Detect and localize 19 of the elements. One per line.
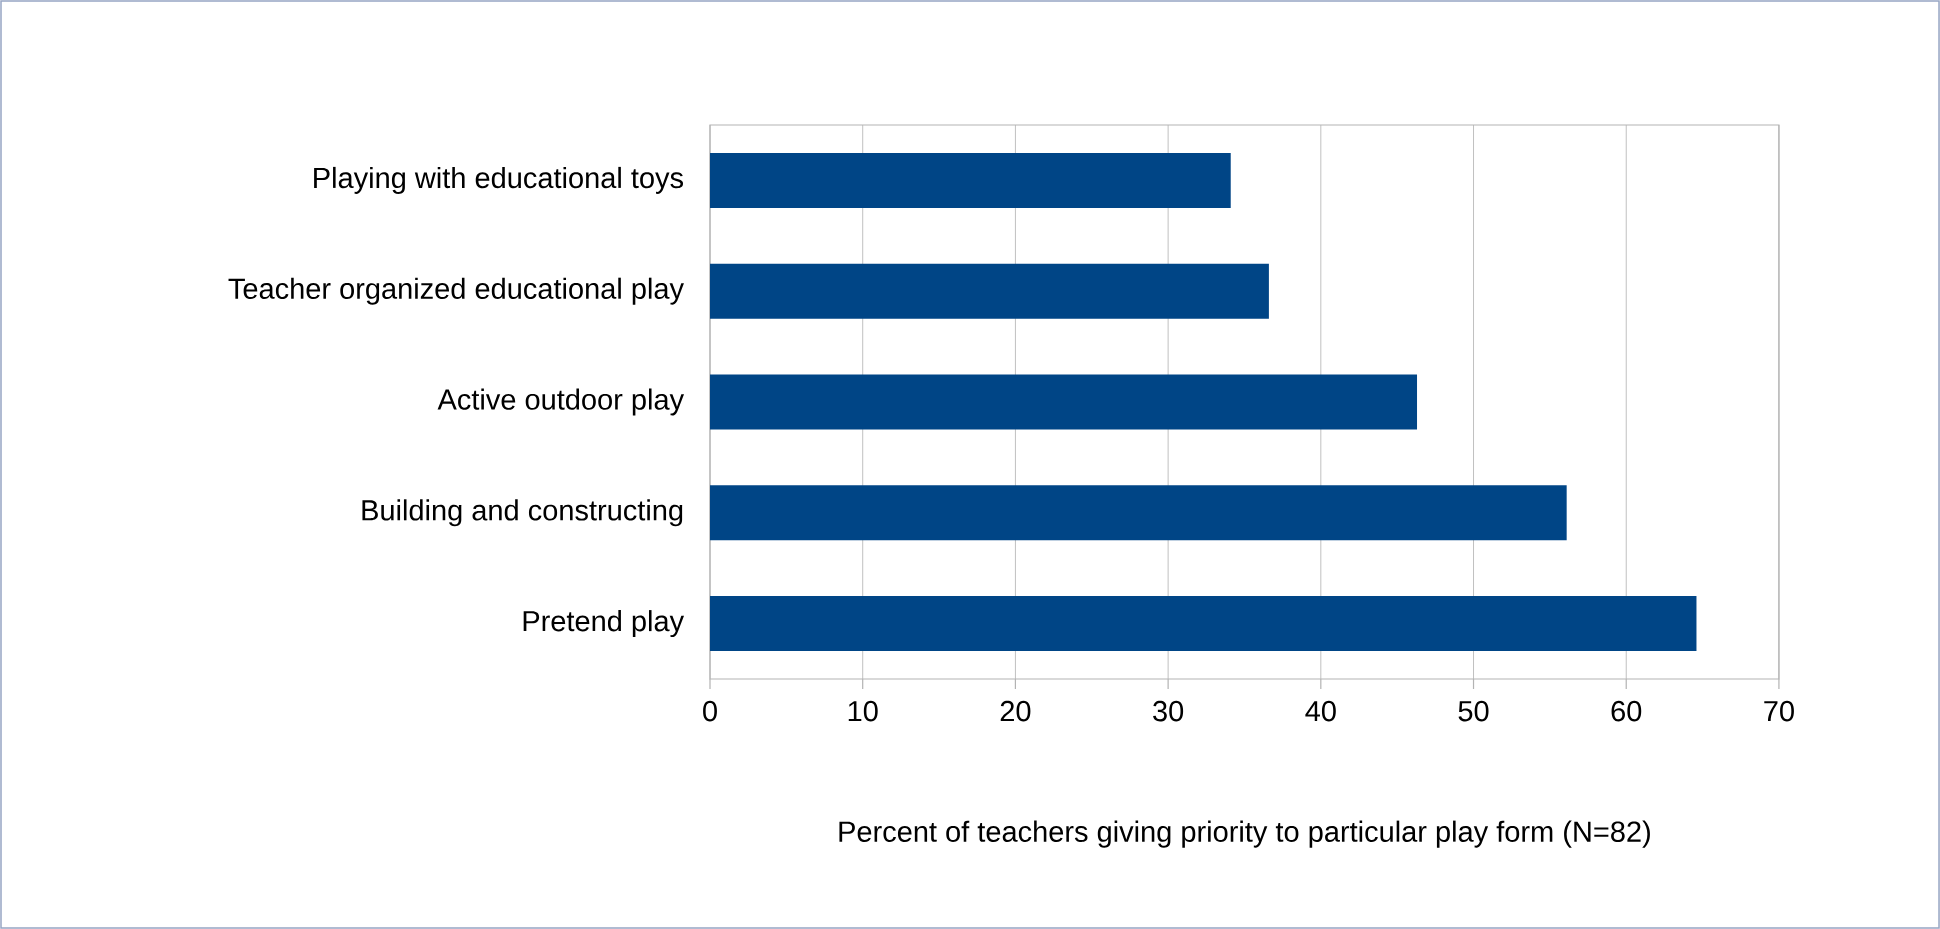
- x-tick-label: 30: [1153, 700, 1184, 722]
- y-tick-label: Pretend play: [523, 610, 685, 638]
- x-tick-label: 70: [1764, 700, 1794, 722]
- bar: [710, 485, 1567, 541]
- y-tick-label: Active outdoor play: [437, 388, 685, 416]
- x-tick-label: 50: [1458, 700, 1489, 722]
- bar: [710, 596, 1697, 652]
- y-tick-label: Teacher organized educational play: [228, 277, 684, 305]
- bar: [710, 263, 1269, 319]
- x-tick-label: 0: [703, 700, 717, 722]
- bar: [710, 374, 1418, 430]
- x-tick-label: 40: [1305, 700, 1336, 722]
- bar: [710, 152, 1231, 208]
- x-axis-title: Percent of teachers giving priority to particular play form (N=82): [839, 820, 1650, 848]
- x-tick-label: 10: [848, 700, 878, 722]
- x-tick-label: 20: [1000, 700, 1031, 722]
- x-tick-label: 60: [1611, 700, 1642, 722]
- y-tick-label: Playing with educational toys: [314, 166, 683, 194]
- y-tick-label: Building and constructing: [362, 499, 683, 527]
